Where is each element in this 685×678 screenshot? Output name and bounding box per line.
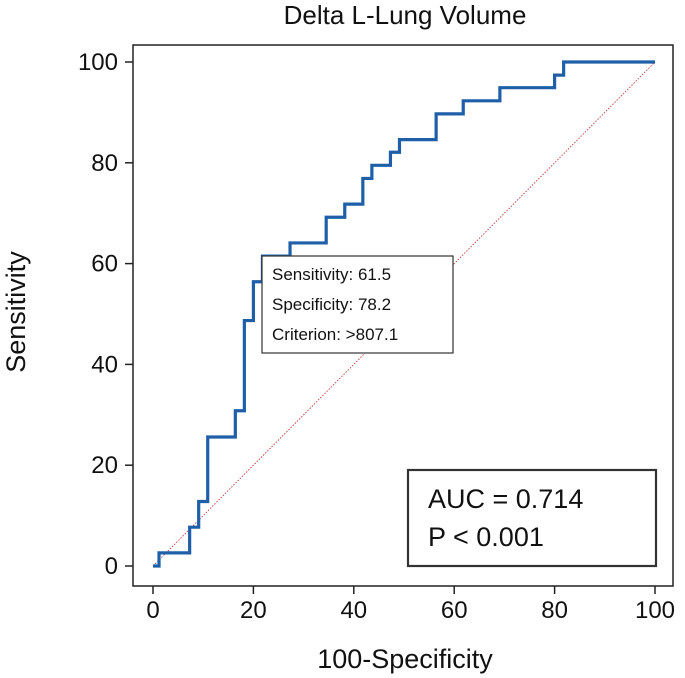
x-tick-label: 100 <box>635 597 675 624</box>
criterion-annotation: Sensitivity: 61.5 Specificity: 78.2 Crit… <box>261 255 454 354</box>
criterion-sensitivity: Sensitivity: 61.5 <box>272 265 391 284</box>
stats-annotation: AUC = 0.714 P < 0.001 <box>406 468 658 568</box>
auc-text: AUC = 0.714 <box>428 484 583 514</box>
x-tick-label: 80 <box>541 597 568 624</box>
stats-box <box>406 468 658 568</box>
criterion-box <box>261 255 454 354</box>
y-tick-label: 20 <box>91 452 118 479</box>
x-tick-label: 0 <box>146 597 159 624</box>
x-tick-label: 40 <box>340 597 367 624</box>
y-axis-label: Sensitivity <box>1 251 31 373</box>
y-tick-label: 100 <box>78 49 118 76</box>
x-tick-label: 20 <box>240 597 267 624</box>
plot-frame <box>132 44 674 587</box>
x-axis-label: 100-Specificity <box>317 644 493 674</box>
y-tick-label: 80 <box>91 150 118 177</box>
chart-title: Delta L-Lung Volume <box>284 0 527 30</box>
y-tick-label: 0 <box>105 553 118 580</box>
criterion-specificity: Specificity: 78.2 <box>272 295 391 314</box>
y-tick-label: 40 <box>91 351 118 378</box>
p-value-text: P < 0.001 <box>428 522 544 552</box>
x-axis-ticks: 0 20 40 60 80 100 <box>146 586 675 624</box>
roc-curve-line <box>153 60 655 568</box>
y-axis-ticks: 0 20 40 60 80 100 <box>78 49 133 580</box>
criterion-value: Criterion: >807.1 <box>272 325 398 344</box>
x-tick-label: 60 <box>441 597 468 624</box>
y-tick-label: 60 <box>91 251 118 278</box>
series-layer <box>152 60 656 568</box>
